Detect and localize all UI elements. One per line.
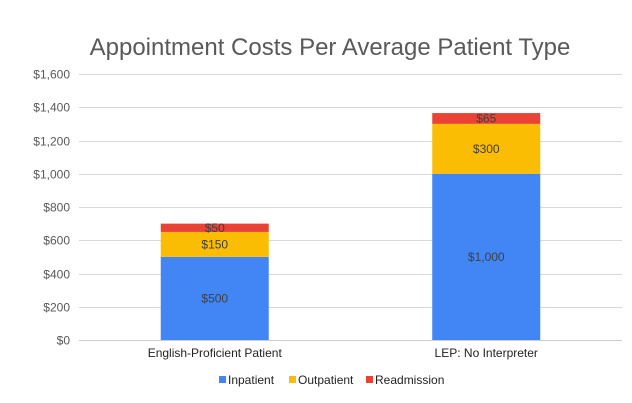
legend-swatch — [366, 376, 373, 383]
data-label: $150 — [201, 237, 228, 251]
x-category-label: LEP: No Interpreter — [435, 346, 538, 360]
y-tick-label: $1,200 — [33, 135, 70, 149]
legend-label: Inpatient — [228, 373, 275, 387]
bar-segment-inpatient — [432, 173, 541, 340]
legend-label: Outpatient — [298, 373, 354, 387]
x-category-label: English-Proficient Patient — [148, 346, 283, 360]
legend: Inpatient Outpatient Readmission — [219, 373, 444, 387]
bars: $500 $150 $50 $1,000 $300 $65 — [160, 111, 541, 340]
legend-label: Readmission — [375, 373, 444, 387]
data-label: $500 — [201, 291, 228, 305]
legend-item-inpatient[interactable]: Inpatient — [219, 373, 275, 387]
y-tick-label: $1,000 — [33, 168, 70, 182]
legend-item-outpatient[interactable]: Outpatient — [289, 373, 354, 387]
y-tick-label: $1,600 — [33, 68, 70, 82]
y-tick-label: $200 — [43, 301, 70, 315]
y-tick-label: $800 — [43, 201, 70, 215]
gridlines — [79, 74, 622, 341]
bar-segment-inpatient — [160, 256, 269, 340]
x-axis-categories: English-Proficient Patient LEP: No Interp… — [148, 346, 538, 360]
y-tick-label: $400 — [43, 268, 70, 282]
y-axis-ticks: $0 $200 $400 $600 $800 $1,000 $1,200 $1,400 $1,6… — [33, 68, 70, 348]
data-label: $50 — [205, 221, 225, 235]
bar-segment-readmission — [160, 223, 269, 232]
legend-swatch — [289, 376, 296, 383]
bar-segment-readmission — [432, 113, 541, 124]
y-tick-label: $0 — [57, 334, 71, 348]
y-tick-label: $1,400 — [33, 101, 70, 115]
legend-item-readmission[interactable]: Readmission — [366, 373, 444, 387]
legend-swatch — [219, 376, 226, 383]
bar-segment-outpatient — [432, 123, 541, 174]
y-tick-label: $600 — [43, 234, 70, 248]
bar-segment-outpatient — [160, 231, 269, 257]
data-label: $1,000 — [468, 250, 505, 264]
data-label: $300 — [473, 142, 500, 156]
chart-title: Appointment Costs Per Average Patient Ty… — [90, 34, 571, 61]
data-label: $65 — [476, 111, 496, 125]
